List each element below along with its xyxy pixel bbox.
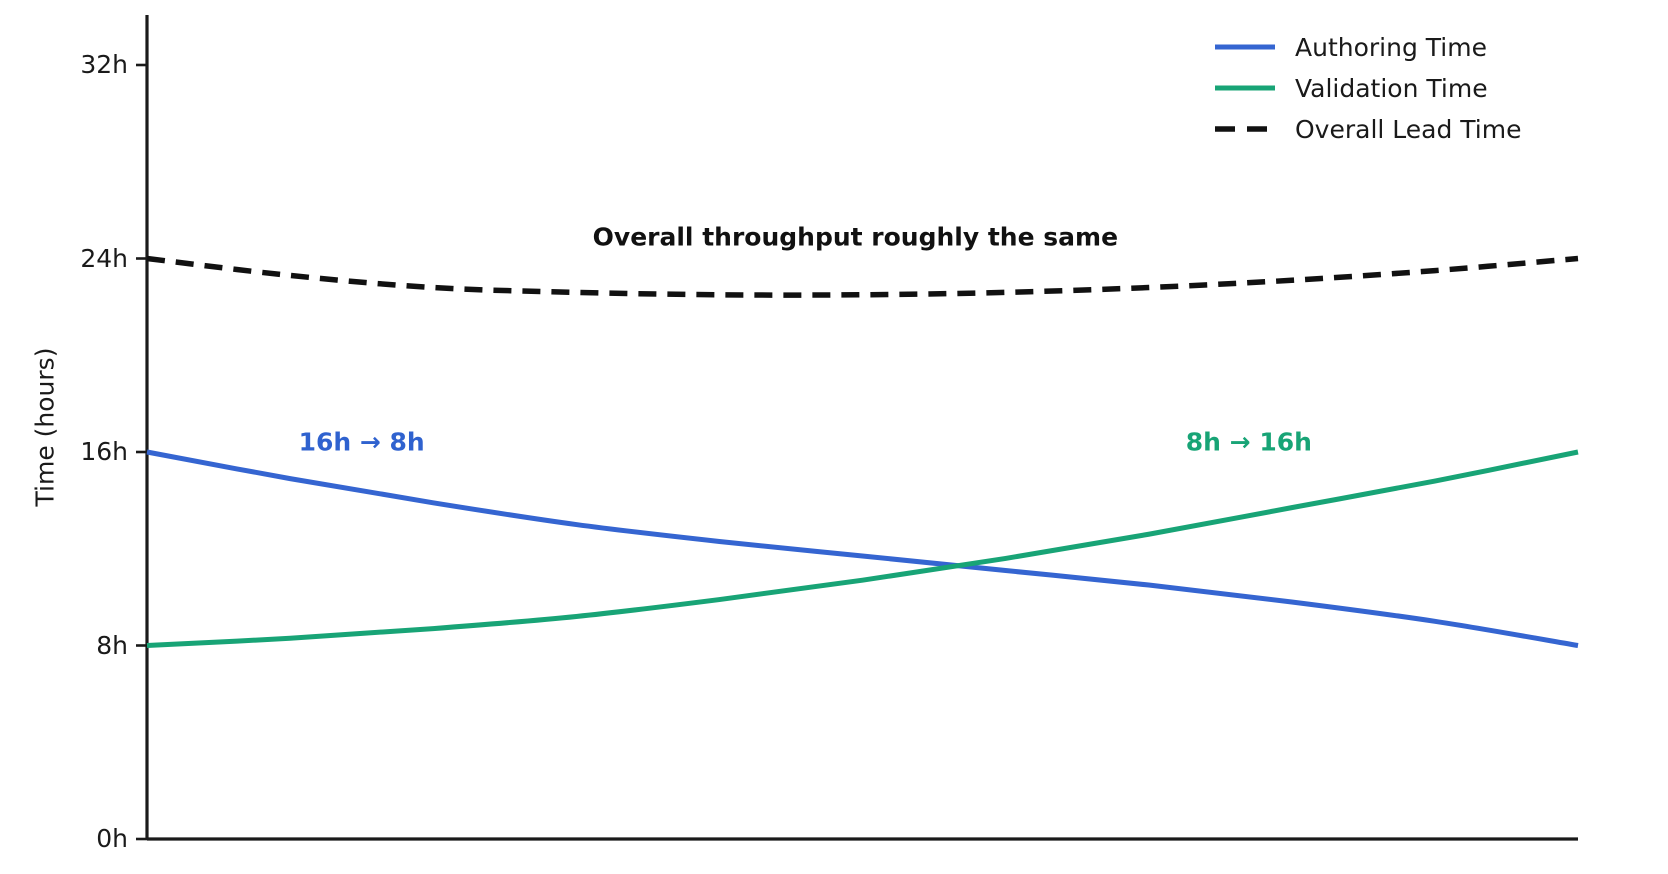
legend-item-validation: Validation Time <box>1215 73 1521 103</box>
y-tick-label: 8h <box>96 630 128 660</box>
y-tick-label: 16h <box>80 437 128 466</box>
y-tick-label: 24h <box>80 243 128 273</box>
series-line-authoring-time <box>146 449 1579 648</box>
legend-item-authoring: Authoring Time <box>1215 32 1521 62</box>
y-tick-label: 0h <box>96 824 128 853</box>
axes-spines <box>145 15 1578 841</box>
legend-item-overall: Overall Lead Time <box>1215 114 1522 144</box>
legend-swatch-validation-icon <box>1215 85 1275 91</box>
y-tick-marks <box>136 63 147 841</box>
legend-swatch-authoring-icon <box>1215 44 1275 50</box>
legend-swatch-overall-icon <box>1215 126 1275 132</box>
legend-label-overall: Overall Lead Time <box>1295 114 1522 144</box>
series-line-validation-time <box>146 449 1579 648</box>
y-tick-label: 32h <box>80 50 128 79</box>
legend-label-validation: Validation Time <box>1295 73 1488 103</box>
y-axis-title: Time (hours) <box>30 347 60 507</box>
series-line-overall-lead-time <box>146 255 1579 298</box>
annotation-validation-change: 8h → 16h <box>1185 427 1312 457</box>
annotation-overall-throughput: Overall throughput roughly the same <box>592 222 1119 252</box>
legend: Authoring Time Validation Time Overall L… <box>1215 32 1522 144</box>
annotation-authoring-change: 16h → 8h <box>298 427 425 457</box>
series-lines <box>146 255 1579 648</box>
legend-label-authoring: Authoring Time <box>1295 32 1487 62</box>
